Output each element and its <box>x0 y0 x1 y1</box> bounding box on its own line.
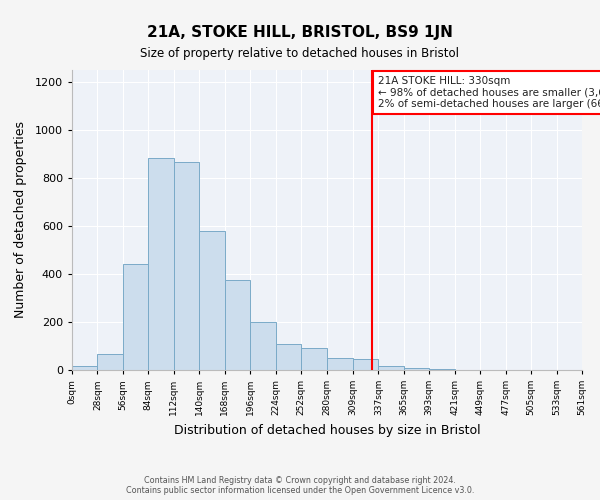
Text: Contains HM Land Registry data © Crown copyright and database right 2024.
Contai: Contains HM Land Registry data © Crown c… <box>126 476 474 495</box>
Text: 21A STOKE HILL: 330sqm
← 98% of detached houses are smaller (3,670)
2% of semi-d: 21A STOKE HILL: 330sqm ← 98% of detached… <box>379 76 600 109</box>
Bar <box>199 231 225 370</box>
Bar <box>404 368 429 370</box>
Bar <box>72 366 97 370</box>
Bar <box>275 344 301 370</box>
Y-axis label: Number of detached properties: Number of detached properties <box>14 122 26 318</box>
Text: Size of property relative to detached houses in Bristol: Size of property relative to detached ho… <box>140 48 460 60</box>
Bar <box>301 348 326 370</box>
Bar <box>379 366 404 370</box>
Bar <box>148 158 174 370</box>
Bar <box>174 162 199 370</box>
Bar <box>353 359 379 370</box>
Bar <box>250 322 275 370</box>
Bar <box>225 280 250 370</box>
Bar <box>123 264 148 370</box>
Bar <box>429 369 455 370</box>
X-axis label: Distribution of detached houses by size in Bristol: Distribution of detached houses by size … <box>173 424 481 436</box>
Bar <box>326 358 353 370</box>
Text: 21A, STOKE HILL, BRISTOL, BS9 1JN: 21A, STOKE HILL, BRISTOL, BS9 1JN <box>147 25 453 40</box>
Bar <box>97 354 123 370</box>
